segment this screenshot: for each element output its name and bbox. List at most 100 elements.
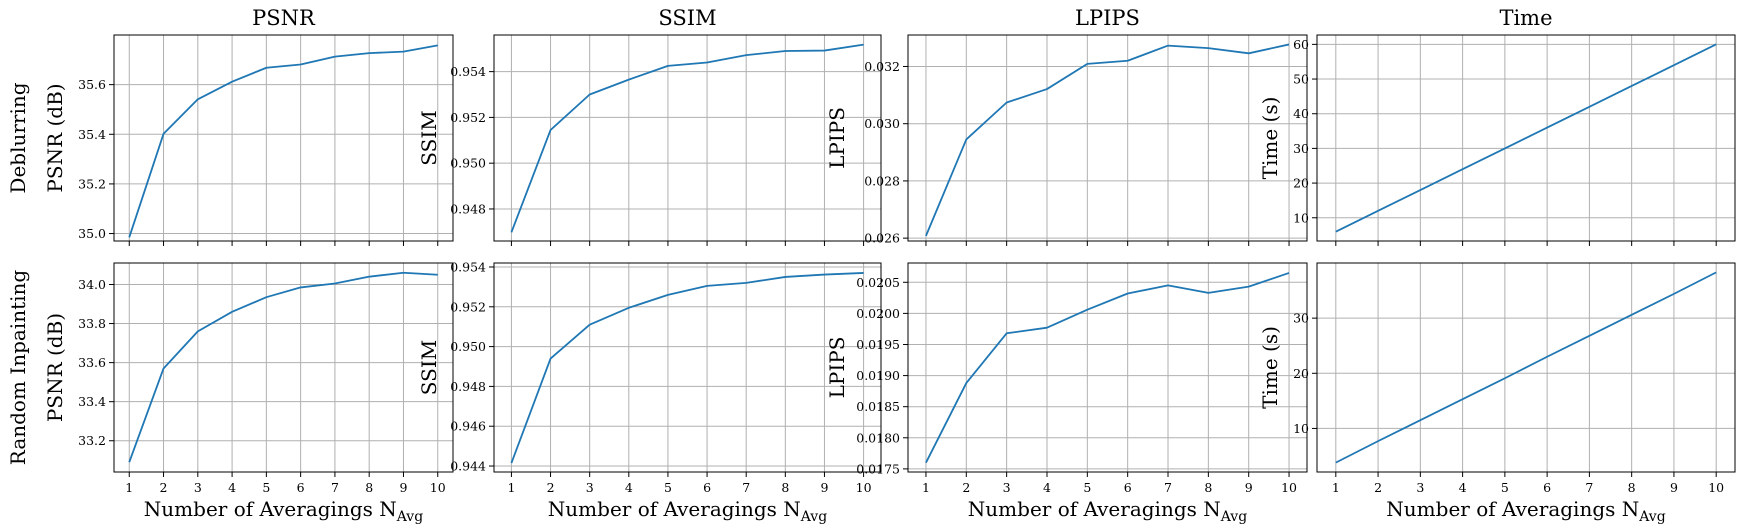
y-tick-label: 0.944: [450, 459, 486, 474]
y-tick-label: 0.0200: [856, 306, 900, 321]
x-tick-label: 10: [1708, 480, 1724, 495]
x-tick-label: 1: [1332, 480, 1340, 495]
y-tick-label: 33.8: [78, 316, 106, 331]
x-tick-label: 9: [399, 480, 407, 495]
x-tick-label: 6: [1543, 480, 1551, 495]
x-tick-label: 1: [125, 480, 133, 495]
x-tick-label: 1: [922, 480, 930, 495]
y-tick-label: 30: [1293, 311, 1309, 326]
x-axis-label: Number of Averagings NAvg: [968, 497, 1247, 525]
y-tick-label: 30: [1293, 141, 1309, 156]
series-line: [925, 43, 1290, 237]
axes-frame: [113, 34, 454, 242]
y-tick-label: 10: [1293, 421, 1309, 436]
x-tick-label: 8: [781, 480, 789, 495]
y-tick-label: 0.0195: [856, 337, 900, 352]
y-tick-label: 0.948: [450, 201, 486, 216]
y-tick-label: 33.4: [78, 394, 106, 409]
row-label-random-inpainting: Random Inpainting: [6, 270, 30, 466]
axes-frame: [1316, 34, 1736, 242]
x-tick-label: 5: [664, 480, 672, 495]
x-tick-label: 4: [1459, 480, 1467, 495]
y-tick-label: 0.946: [450, 419, 486, 434]
x-tick-label: 9: [1670, 480, 1678, 495]
column-title-psnr: PSNR: [252, 6, 316, 30]
y-axis-label: LPIPS: [825, 337, 849, 399]
y-tick-label: 10: [1293, 210, 1309, 225]
x-tick-label: 7: [742, 480, 750, 495]
x-tick-label: 9: [1245, 480, 1253, 495]
y-axis-label: SSIM: [417, 110, 441, 165]
x-tick-label: 2: [547, 480, 555, 495]
x-axis-label-main: Number of Averagings N: [548, 497, 801, 521]
y-tick-label: 0.948: [450, 379, 486, 394]
x-tick-label: 4: [1043, 480, 1051, 495]
x-axis-label: Number of Averagings NAvg: [548, 497, 827, 525]
panel-r1-c0: 1 2 3 4 5 6 7 8 9 10 33.2 33.4 33.6 33.8 34.0 PSNR (dB)…: [43, 262, 454, 525]
y-tick-label: 20: [1293, 366, 1309, 381]
axes-frame: [907, 262, 1308, 473]
x-tick-label: 7: [1164, 480, 1172, 495]
y-tick-label: 50: [1293, 72, 1309, 87]
x-axis-label: Number of Averagings NAvg: [1386, 497, 1665, 525]
x-tick-label: 9: [820, 480, 828, 495]
y-axis-label: Time (s): [1258, 326, 1282, 409]
y-tick-label: 0.952: [450, 110, 486, 125]
row-label-deblurring: Deblurring: [6, 82, 30, 193]
y-tick-label: 0.0205: [856, 275, 900, 290]
axes-frame: [493, 34, 882, 242]
y-tick-label: 34.0: [78, 277, 106, 292]
x-tick-label: 2: [160, 480, 168, 495]
x-axis-label-subscript: Avg: [396, 509, 423, 525]
panel-r1-c1: 1 2 3 4 5 6 7 8 9 10 0.944 0.946 0.948 0.950 0.952 0.95…: [417, 259, 882, 525]
x-tick-label: 7: [1585, 480, 1593, 495]
y-tick-label: 0.030: [864, 116, 900, 131]
x-tick-label: 3: [1416, 480, 1424, 495]
x-tick-label: 5: [262, 480, 270, 495]
y-tick-label: 0.950: [450, 156, 486, 171]
x-tick-label: 2: [962, 480, 970, 495]
x-tick-label: 7: [331, 480, 339, 495]
axes-frame: [1316, 262, 1736, 473]
x-tick-label: 8: [1628, 480, 1636, 495]
y-tick-label: 0.0175: [856, 461, 900, 476]
x-tick-label: 6: [1124, 480, 1132, 495]
x-tick-label: 1: [507, 480, 515, 495]
x-axis-label-subscript: Avg: [1220, 509, 1247, 525]
series-line: [1335, 43, 1717, 233]
x-axis-label-subscript: Avg: [800, 509, 827, 525]
y-tick-label: 33.2: [78, 433, 106, 448]
x-tick-label: 2: [1374, 480, 1382, 495]
x-tick-label: 5: [1083, 480, 1091, 495]
y-tick-label: 0.950: [450, 339, 486, 354]
x-axis-label: Number of Averagings NAvg: [144, 497, 423, 525]
y-tick-label: 60: [1293, 37, 1309, 52]
y-tick-label: 0.0180: [856, 430, 900, 445]
series-line: [128, 44, 438, 238]
x-tick-label: 10: [856, 480, 872, 495]
y-tick-label: 0.032: [864, 59, 900, 74]
y-tick-label: 0.0190: [856, 368, 900, 383]
x-axis-label-main: Number of Averagings N: [144, 497, 397, 521]
x-tick-label: 6: [703, 480, 711, 495]
y-tick-label: 40: [1293, 106, 1309, 121]
x-tick-label: 8: [365, 480, 373, 495]
y-axis-label: PSNR (dB): [43, 83, 67, 192]
y-tick-label: 0.0185: [856, 399, 900, 414]
x-axis-label-main: Number of Averagings N: [968, 497, 1221, 521]
series-line: [1335, 271, 1717, 464]
x-axis-label-main: Number of Averagings N: [1386, 497, 1639, 521]
y-tick-label: 0.952: [450, 299, 486, 314]
axes-frame: [907, 34, 1308, 242]
panel-r1-c3: 1 2 3 4 5 6 7 8 9 10 10 20 30 Time (s) Number of Avera…: [1258, 262, 1736, 525]
x-tick-label: 10: [430, 480, 446, 495]
series-line: [925, 272, 1290, 464]
x-tick-label: 3: [194, 480, 202, 495]
y-axis-label: PSNR (dB): [43, 313, 67, 422]
panel-r0-c0: 35.0 35.2 35.4 35.6 PSNR (dB): [43, 34, 454, 246]
panel-r0-c3: 10 20 30 40 50 60 Time (s): [1258, 34, 1736, 246]
x-tick-label: 4: [625, 480, 633, 495]
x-tick-label: 3: [586, 480, 594, 495]
x-tick-label: 4: [228, 480, 236, 495]
